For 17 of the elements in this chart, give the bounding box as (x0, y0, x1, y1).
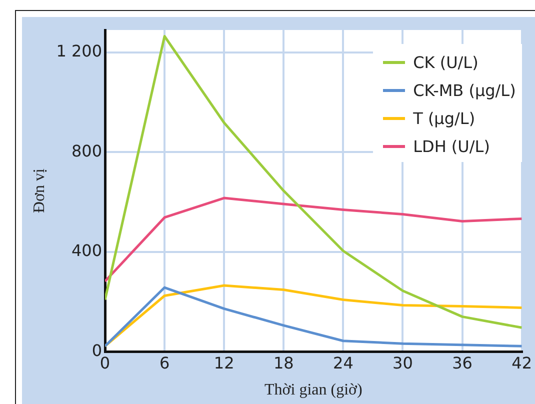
x-tick-label: 30 (392, 353, 413, 372)
y-axis-title: Đơn vị (30, 168, 48, 214)
x-tick-label: 36 (452, 353, 472, 372)
x-tick-label: 42 (512, 353, 532, 372)
legend-label: CK-MB (µg/L) (413, 80, 516, 100)
legend-label: T (µg/L) (413, 108, 476, 128)
y-tick-label: 400 (71, 241, 102, 260)
y-tick-label: 800 (71, 141, 102, 160)
y-tick-label: 1 200 (56, 42, 102, 61)
x-tick-label: 6 (159, 353, 170, 372)
x-tick-label: 12 (214, 353, 234, 372)
x-tick-label: 24 (333, 353, 354, 372)
x-tick-label: 18 (273, 353, 294, 372)
x-axis-title: Thời gian (giờ) (264, 382, 362, 399)
legend-label: LDH (U/L) (413, 136, 490, 156)
y-tick-label: 0 (92, 340, 102, 360)
legend-label: CK (U/L) (413, 52, 478, 72)
